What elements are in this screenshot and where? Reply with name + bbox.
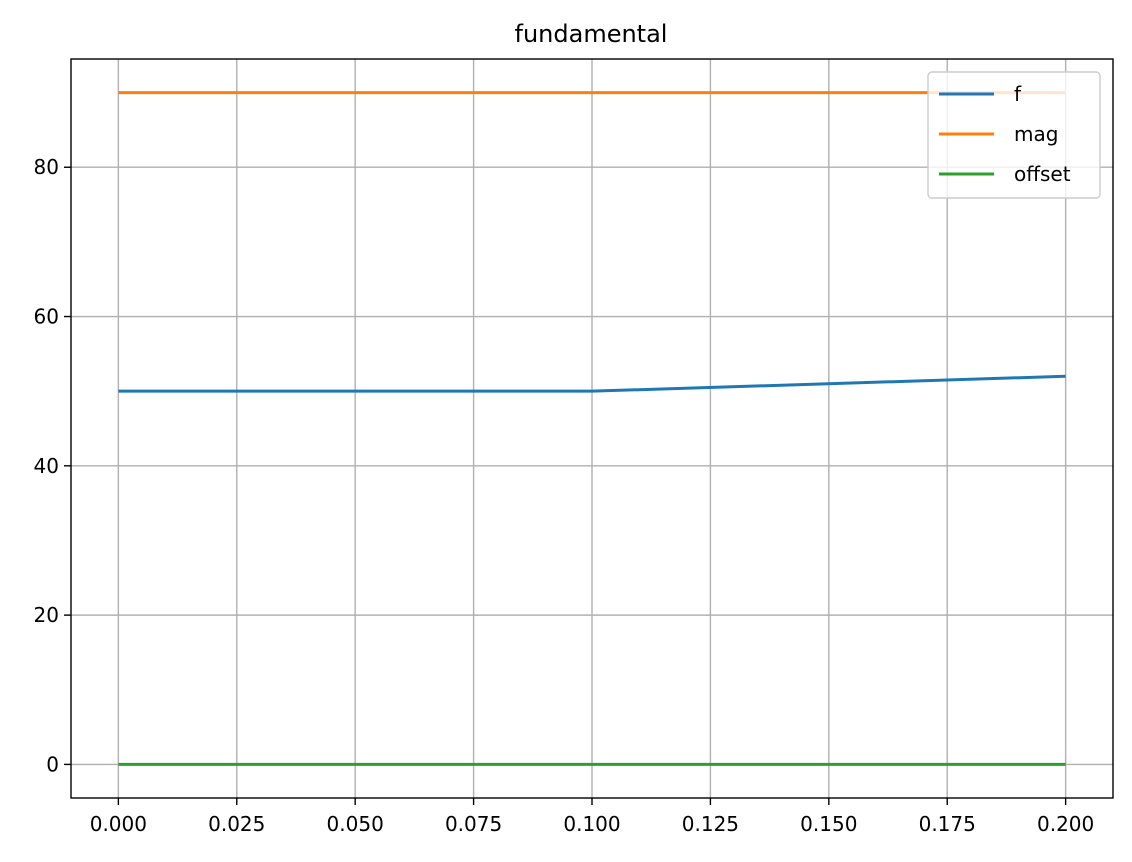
legend-label-mag: mag: [1014, 122, 1058, 146]
x-tick-label: 0.150: [800, 812, 857, 836]
x-tick-label: 0.075: [445, 812, 502, 836]
legend-label-f: f: [1014, 82, 1022, 106]
legend: f mag offset: [927, 71, 1101, 199]
x-tick-label: 0.050: [327, 812, 384, 836]
y-tick-label: 60: [34, 305, 59, 329]
x-tick-label: 0.125: [682, 812, 739, 836]
chart-title: fundamental: [515, 20, 668, 48]
legend-label-offset: offset: [1014, 162, 1071, 186]
x-tick-label: 0.200: [1037, 812, 1094, 836]
legend-box: [927, 71, 1101, 199]
y-tick-label: 80: [34, 155, 59, 179]
y-tick-label: 0: [46, 752, 59, 776]
y-tick-label: 20: [34, 603, 59, 627]
x-tick-label: 0.000: [90, 812, 147, 836]
series-layer: [118, 91, 1066, 766]
series-line-f: [118, 374, 1066, 393]
x-axis: 0.000 0.025 0.050 0.075 0.100 0.125 0.150 0.175…: [90, 798, 1094, 836]
x-tick-label: 0.100: [563, 812, 620, 836]
x-tick-label: 0.025: [208, 812, 265, 836]
y-axis: 0 20 40 60 80: [34, 155, 71, 776]
x-tick-label: 0.175: [919, 812, 976, 836]
y-tick-label: 40: [34, 454, 59, 478]
